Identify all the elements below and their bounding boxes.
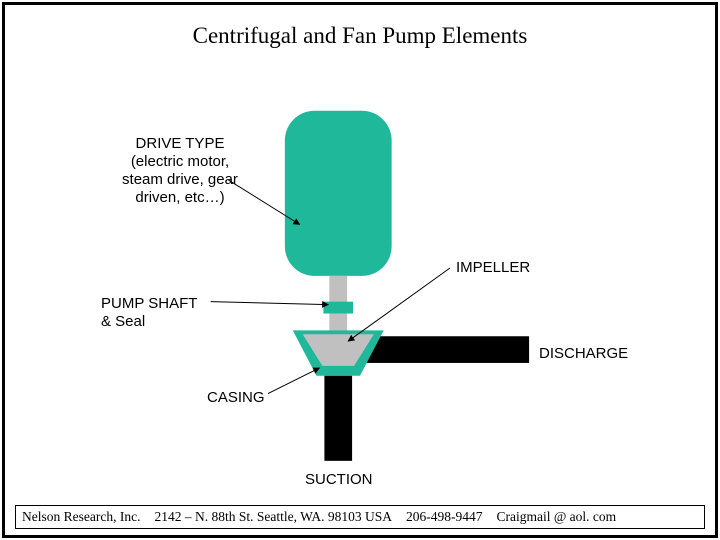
footer-address: 2142 – N. 88th St. Seattle, WA. 98103 US…: [154, 509, 392, 525]
footer-company: Nelson Research, Inc.: [22, 509, 140, 525]
impeller: [303, 334, 374, 366]
label-casing: CASING: [207, 389, 265, 407]
shaft-seal: [323, 302, 353, 314]
slide-frame: Centrifugal and Fan Pump Elements DRIVE …: [2, 2, 718, 538]
discharge-pipe: [365, 336, 529, 363]
pump-shaft: [329, 276, 347, 368]
label-pump-shaft: PUMP SHAFT& Seal: [101, 295, 197, 331]
casing: [293, 330, 384, 375]
pump-diagram: [5, 5, 715, 535]
drive-body: [285, 111, 392, 276]
label-drive-type: DRIVE TYPE(electric motor,steam drive, g…: [110, 135, 250, 207]
page-title: Centrifugal and Fan Pump Elements: [5, 23, 715, 49]
label-discharge: DISCHARGE: [539, 345, 628, 363]
footer-email: Craigmail @ aol. com: [496, 509, 616, 525]
label-suction: SUCTION: [305, 471, 373, 489]
leader-impeller: [348, 268, 450, 341]
leader-casing: [268, 368, 319, 394]
suction-pipe: [324, 376, 352, 461]
leader-pump-shaft: [211, 302, 329, 305]
footer-phone: 206-498-9447: [406, 509, 483, 525]
footer-bar: Nelson Research, Inc. 2142 – N. 88th St.…: [15, 505, 705, 529]
label-impeller: IMPELLER: [456, 259, 530, 277]
